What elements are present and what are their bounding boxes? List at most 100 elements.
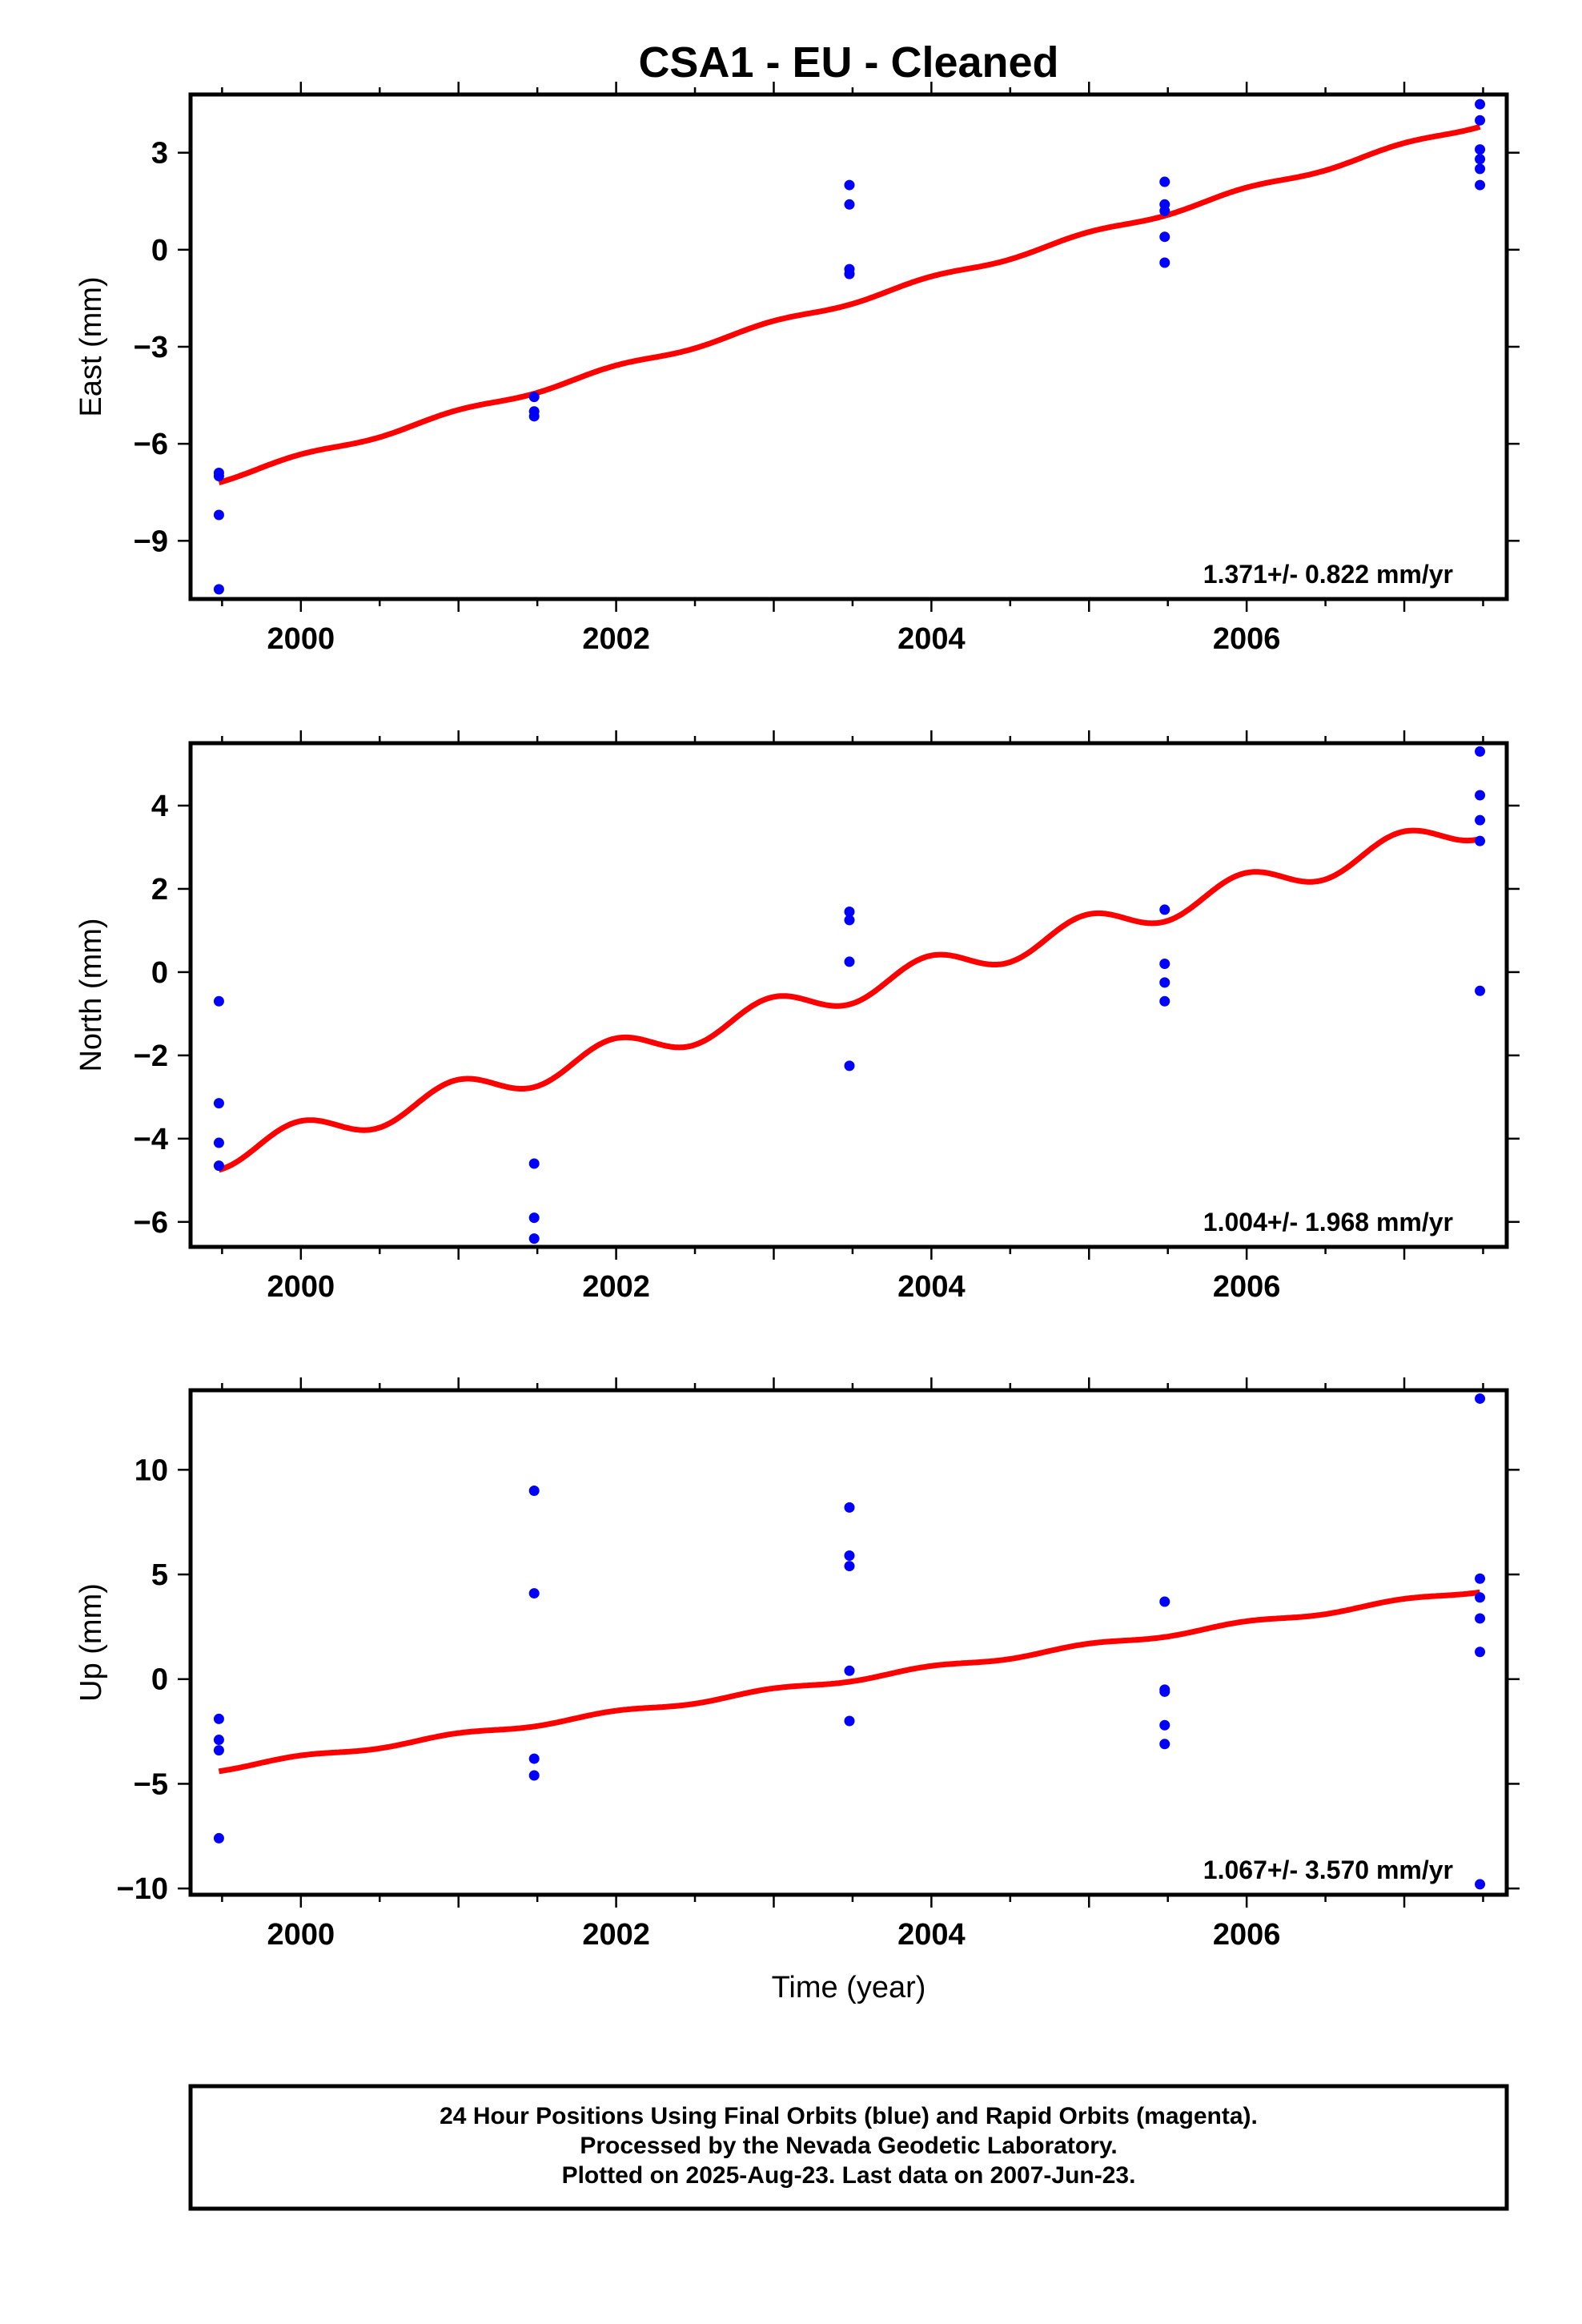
up-data-point bbox=[1159, 1719, 1170, 1731]
north-data-point bbox=[1159, 977, 1170, 988]
east-data-point bbox=[1475, 99, 1486, 110]
up-y-axis-label: Up (mm) bbox=[74, 1583, 108, 1702]
up-data-point bbox=[1475, 1592, 1486, 1603]
north-data-point bbox=[1159, 995, 1170, 1007]
up-data-point bbox=[1475, 1393, 1486, 1404]
east-data-point bbox=[528, 411, 540, 422]
up-data-point bbox=[844, 1502, 855, 1513]
east-data-point bbox=[1159, 205, 1170, 216]
east-data-point bbox=[844, 268, 855, 279]
up-data-point bbox=[528, 1770, 540, 1781]
up-x-tick-label: 2006 bbox=[1213, 1918, 1281, 1952]
up-data-point bbox=[1475, 1879, 1486, 1890]
north-x-tick-label: 2004 bbox=[897, 1270, 966, 1304]
east-data-point bbox=[213, 509, 224, 521]
north-data-point bbox=[213, 995, 224, 1007]
north-panel: 2000 2002 2004 2006 −6 −4 −2 0 2 4 North (mm) 1.004… bbox=[74, 730, 1520, 1304]
footer-frame bbox=[188, 2084, 1509, 2211]
east-data-point bbox=[213, 471, 224, 482]
east-data-point bbox=[1475, 154, 1486, 165]
north-data-point bbox=[1475, 814, 1486, 826]
x-axis-label: Time (year) bbox=[772, 1971, 926, 2004]
north-plot-frame bbox=[188, 741, 1509, 1249]
chart-title: CSA1 - EU - Cleaned bbox=[638, 38, 1058, 86]
north-data-point bbox=[213, 1137, 224, 1148]
up-data-point bbox=[213, 1745, 224, 1756]
up-x-tick-label: 2000 bbox=[267, 1918, 335, 1952]
north-data-point bbox=[1475, 746, 1486, 757]
east-data-point bbox=[1475, 144, 1486, 155]
north-rate-label: 1.004+/- 1.968 mm/yr bbox=[1203, 1208, 1453, 1236]
north-data-point bbox=[844, 915, 855, 926]
east-y-axis-label: East (mm) bbox=[74, 276, 108, 416]
north-data-point bbox=[844, 907, 855, 918]
north-x-tick-label: 2006 bbox=[1213, 1270, 1281, 1304]
east-y-tick-label: −3 bbox=[134, 331, 168, 364]
up-data-point bbox=[213, 1832, 224, 1844]
up-data-point bbox=[844, 1550, 855, 1562]
east-x-tick-label: 2004 bbox=[897, 622, 966, 656]
footer-line-2: Processed by the Nevada Geodetic Laborat… bbox=[580, 2133, 1117, 2159]
north-fit-line bbox=[218, 827, 1481, 1173]
up-data-point bbox=[528, 1753, 540, 1764]
east-y-tick-label: −6 bbox=[134, 428, 168, 461]
footer-box: 24 Hour Positions Using Final Orbits (bl… bbox=[188, 2084, 1509, 2211]
north-x-tick-label: 2000 bbox=[267, 1270, 335, 1304]
east-data-point bbox=[844, 179, 855, 191]
north-data-point bbox=[528, 1158, 540, 1169]
north-data-point bbox=[844, 1060, 855, 1072]
up-data-point bbox=[1475, 1647, 1486, 1658]
up-y-tick-label: 5 bbox=[151, 1558, 168, 1592]
north-data-point bbox=[213, 1160, 224, 1172]
north-y-tick-label: 4 bbox=[151, 790, 168, 823]
up-data-point bbox=[1475, 1613, 1486, 1624]
east-x-tick-label: 2002 bbox=[582, 622, 650, 656]
footer-line-1: 24 Hour Positions Using Final Orbits (bl… bbox=[440, 2103, 1258, 2129]
north-x-tick-label: 2002 bbox=[582, 1270, 650, 1304]
east-data-point bbox=[1475, 179, 1486, 191]
north-data-point bbox=[1475, 985, 1486, 996]
east-fit-line bbox=[218, 124, 1481, 485]
north-y-tick-label: −2 bbox=[134, 1039, 168, 1073]
up-data-point bbox=[844, 1561, 855, 1572]
up-rate-label: 1.067+/- 3.570 mm/yr bbox=[1203, 1856, 1453, 1884]
north-data-point bbox=[1159, 904, 1170, 915]
east-data-point bbox=[1475, 115, 1486, 126]
east-x-tick-label: 2000 bbox=[267, 622, 335, 656]
up-y-tick-label: −5 bbox=[134, 1767, 168, 1801]
north-y-axis-label: North (mm) bbox=[74, 918, 108, 1072]
east-rate-label: 1.371+/- 0.822 mm/yr bbox=[1203, 560, 1453, 589]
north-y-tick-label: 0 bbox=[151, 956, 168, 990]
east-data-point bbox=[844, 199, 855, 210]
north-data-point bbox=[528, 1233, 540, 1244]
north-data-point bbox=[1475, 835, 1486, 846]
up-data-point bbox=[213, 1713, 224, 1724]
north-data-point bbox=[1475, 790, 1486, 801]
up-data-point bbox=[213, 1735, 224, 1746]
up-x-tick-label: 2004 bbox=[897, 1918, 966, 1952]
up-fit-line bbox=[218, 1589, 1481, 1775]
up-data-point bbox=[844, 1715, 855, 1727]
north-y-tick-label: −4 bbox=[134, 1123, 168, 1156]
east-y-tick-label: −9 bbox=[134, 525, 168, 558]
north-data-point bbox=[1159, 959, 1170, 970]
up-plot-frame bbox=[188, 1388, 1509, 1897]
north-data-point bbox=[844, 956, 855, 967]
up-panel: 2000 2002 2004 2006 −10 −5 0 5 10 Up (mm) 1.067+/-… bbox=[74, 1377, 1520, 1952]
north-data-point bbox=[213, 1098, 224, 1109]
east-data-point bbox=[1475, 163, 1486, 175]
up-data-point bbox=[844, 1665, 855, 1676]
north-y-tick-label: 2 bbox=[151, 873, 168, 907]
up-data-point bbox=[1475, 1573, 1486, 1584]
up-data-point bbox=[1159, 1739, 1170, 1750]
footer-line-3: Plotted on 2025-Aug-23. Last data on 200… bbox=[562, 2162, 1136, 2189]
up-y-tick-label: 10 bbox=[135, 1454, 168, 1487]
east-data-point bbox=[1159, 257, 1170, 268]
up-data-point bbox=[1159, 1686, 1170, 1697]
east-y-tick-label: 0 bbox=[151, 234, 168, 267]
north-data-point bbox=[528, 1212, 540, 1224]
up-y-tick-label: 0 bbox=[151, 1663, 168, 1697]
east-data-point bbox=[1159, 231, 1170, 243]
east-x-tick-label: 2006 bbox=[1213, 622, 1281, 656]
